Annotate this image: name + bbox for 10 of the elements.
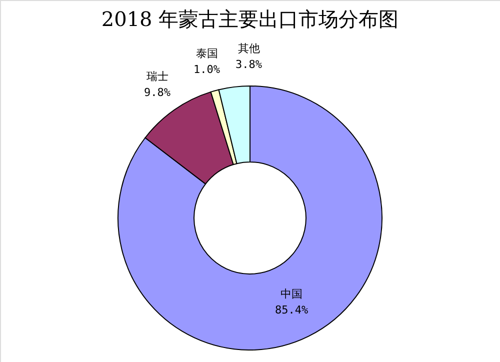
data-label: 85.4% [275, 303, 309, 316]
chart-title: 2018 年蒙古主要出口市场分布图 [101, 7, 399, 31]
slice-label: 中国 [280, 287, 303, 300]
data-label: 1.0% [194, 62, 220, 76]
data-label: 9.8% [144, 86, 171, 100]
data-label: 3.8% [236, 58, 262, 72]
donut-slice [118, 86, 382, 350]
slice-label: 瑞士 [146, 70, 168, 84]
slice-label: 泰国 [196, 46, 218, 60]
slice-label: 其他 [238, 42, 260, 56]
